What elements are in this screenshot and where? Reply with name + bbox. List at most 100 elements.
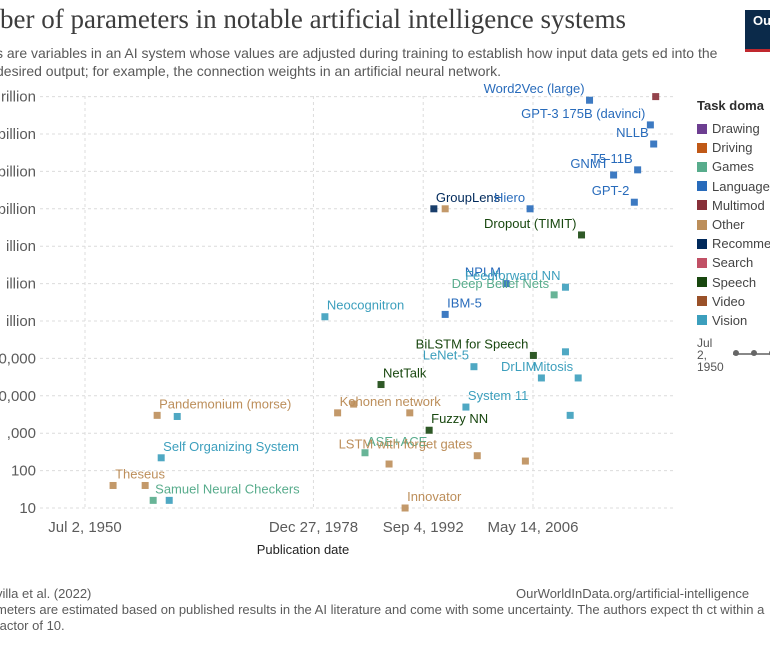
y-tick-label: illion xyxy=(6,276,36,293)
source-text: villa et al. (2022) xyxy=(0,586,92,601)
data-point[interactable] xyxy=(334,409,342,417)
timeline-mid-dot xyxy=(751,350,757,356)
data-point[interactable] xyxy=(574,374,582,382)
data-point[interactable] xyxy=(165,496,173,504)
legend-item[interactable]: Driving xyxy=(697,138,770,157)
data-point[interactable] xyxy=(109,481,117,489)
timeline-start-handle[interactable] xyxy=(733,350,739,356)
data-point[interactable] xyxy=(173,412,181,420)
legend-title: Task doma xyxy=(697,98,764,113)
legend-item[interactable]: Multimod xyxy=(697,196,770,215)
data-point[interactable] xyxy=(652,93,660,101)
timeline-track[interactable] xyxy=(733,350,770,356)
data-point[interactable] xyxy=(350,400,358,408)
data-point[interactable] xyxy=(430,205,438,213)
data-point[interactable] xyxy=(425,426,433,434)
legend-label: Language xyxy=(712,178,770,194)
point-label: Innovator xyxy=(407,489,462,504)
point-label: Pandemonium (morse) xyxy=(159,396,291,411)
point-label: DrLIM xyxy=(501,359,536,374)
legend-swatch xyxy=(697,123,707,134)
data-point[interactable] xyxy=(157,454,165,462)
legend-item[interactable]: Games xyxy=(697,157,770,176)
data-point[interactable] xyxy=(650,140,658,148)
data-point[interactable] xyxy=(473,452,481,460)
data-point[interactable] xyxy=(462,403,470,411)
data-point[interactable] xyxy=(406,409,414,417)
legend-swatch xyxy=(697,315,707,326)
data-points xyxy=(109,93,660,512)
owid-logo[interactable]: Ou i xyxy=(745,10,770,52)
legend-swatch xyxy=(697,142,707,153)
x-axis-ticks: Jul 2, 1950 Dec 27, 1978 Sep 4, 1992 May 14… xyxy=(48,519,578,536)
data-point[interactable] xyxy=(586,96,594,104)
data-point[interactable] xyxy=(141,481,149,489)
point-label: Kohonen network xyxy=(340,394,442,409)
data-point[interactable] xyxy=(610,171,618,179)
data-point[interactable] xyxy=(470,363,478,371)
data-point[interactable] xyxy=(441,310,449,318)
legend-item[interactable]: Drawing xyxy=(697,119,770,138)
legend-item[interactable]: Recomme xyxy=(697,234,770,253)
legend-item[interactable]: Speech xyxy=(697,273,770,292)
data-point[interactable] xyxy=(153,411,161,419)
data-point[interactable] xyxy=(630,198,638,206)
data-point[interactable] xyxy=(321,313,329,321)
point-label: ASE+ACE xyxy=(367,434,428,449)
data-point[interactable] xyxy=(561,348,569,356)
legend-label: Other xyxy=(712,217,745,233)
data-point[interactable] xyxy=(401,504,409,512)
point-label: GPT-3 175B (davinci) xyxy=(521,106,645,121)
point-label: System 11 xyxy=(468,388,528,403)
legend: Task doma Drawing Driving Games Language Mul… xyxy=(697,98,770,330)
legend-label: Video xyxy=(712,293,746,309)
source-link[interactable]: OurWorldInData.org/artificial-intelligen… xyxy=(516,586,750,601)
data-point[interactable] xyxy=(385,460,393,468)
data-point[interactable] xyxy=(537,374,545,382)
legend-label: Driving xyxy=(712,140,753,156)
data-point[interactable] xyxy=(502,280,510,288)
point-label: LSTM with forget gates xyxy=(339,437,473,452)
legend-item[interactable]: Vision xyxy=(697,311,770,330)
data-point[interactable] xyxy=(361,449,369,457)
point-label: Neocognitron xyxy=(327,298,404,313)
point-label: GPT-2 xyxy=(592,183,630,198)
point-label: NetTalk xyxy=(383,366,427,381)
data-point[interactable] xyxy=(578,231,586,239)
data-point[interactable] xyxy=(377,381,385,389)
data-point[interactable] xyxy=(550,291,558,299)
data-point[interactable] xyxy=(521,457,529,465)
legend-swatch xyxy=(697,257,707,268)
legend-item[interactable]: Search xyxy=(697,253,770,272)
legend-label: Games xyxy=(712,159,754,175)
data-point[interactable] xyxy=(634,166,642,174)
y-tick-label: illion xyxy=(6,313,36,330)
data-point[interactable] xyxy=(566,411,574,419)
point-label: Mitosis xyxy=(533,359,574,374)
legend-swatch xyxy=(697,238,707,249)
x-tick-label: May 14, 2006 xyxy=(488,519,579,536)
point-label: GroupLens xyxy=(436,190,501,205)
data-point[interactable] xyxy=(561,283,569,291)
data-point[interactable] xyxy=(529,351,537,359)
point-label: Hiero xyxy=(494,190,525,205)
y-axis-ticks: 10 100 ,000 0,000 0,000 illion illion illion bil… xyxy=(0,89,36,517)
data-point[interactable] xyxy=(149,496,157,504)
y-tick-label: ,000 xyxy=(7,425,36,442)
legend-swatch xyxy=(697,200,707,211)
y-tick-label: rillion xyxy=(1,89,36,106)
legend-item[interactable]: Video xyxy=(697,292,770,311)
legend-swatch xyxy=(697,161,707,172)
legend-label: Recomme xyxy=(712,236,770,252)
data-point[interactable] xyxy=(526,205,534,213)
data-point[interactable] xyxy=(441,205,449,213)
data-point[interactable] xyxy=(646,121,654,129)
legend-item[interactable]: Language xyxy=(697,177,770,196)
point-label: Dropout (TIMIT) xyxy=(484,216,576,231)
legend-item[interactable]: Other xyxy=(697,215,770,234)
y-tick-label: 100 xyxy=(11,463,36,480)
point-label: Fuzzy NN xyxy=(431,411,488,426)
point-label: GNMT xyxy=(570,156,608,171)
x-tick-label: Jul 2, 1950 xyxy=(48,519,121,536)
timeline-control[interactable]: Jul 2, 1950 xyxy=(697,337,770,373)
